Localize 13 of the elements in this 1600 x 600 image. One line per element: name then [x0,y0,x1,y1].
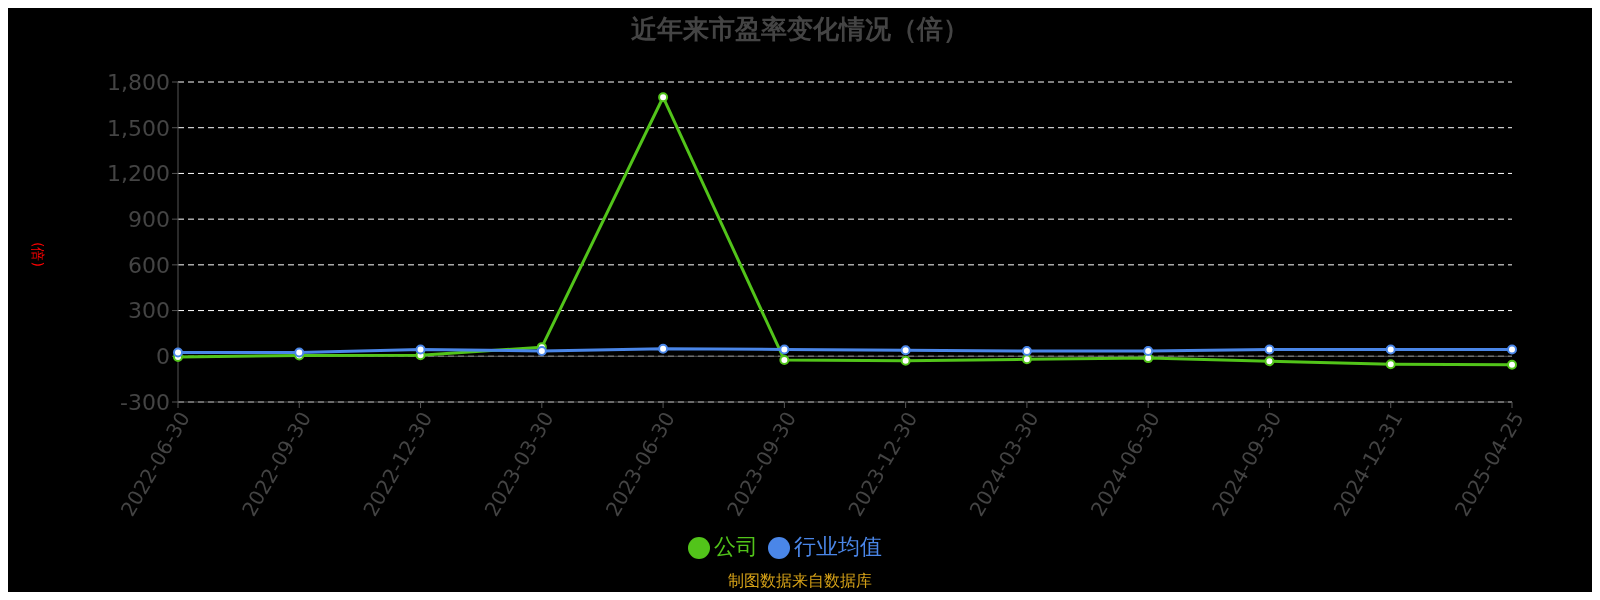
y-tick-label: 1,800 [107,69,170,95]
legend-label: 行业均值 [794,534,882,559]
y-tick-label: -300 [120,389,170,415]
y-tick-label: 1,200 [107,161,170,187]
legend-label: 公司 [714,534,758,559]
chart-title: 近年来市盈率变化情况（倍） [630,13,970,46]
y-axis-title: (倍) [30,242,47,267]
y-tick-label: 600 [128,252,170,278]
y-tick-label: 900 [128,206,170,232]
y-tick-label: 300 [128,298,170,324]
text: 制图数据来自数据库 [727,571,873,592]
y-tick-label: 1,500 [107,115,170,141]
y-tick-label: 0 [156,344,170,370]
